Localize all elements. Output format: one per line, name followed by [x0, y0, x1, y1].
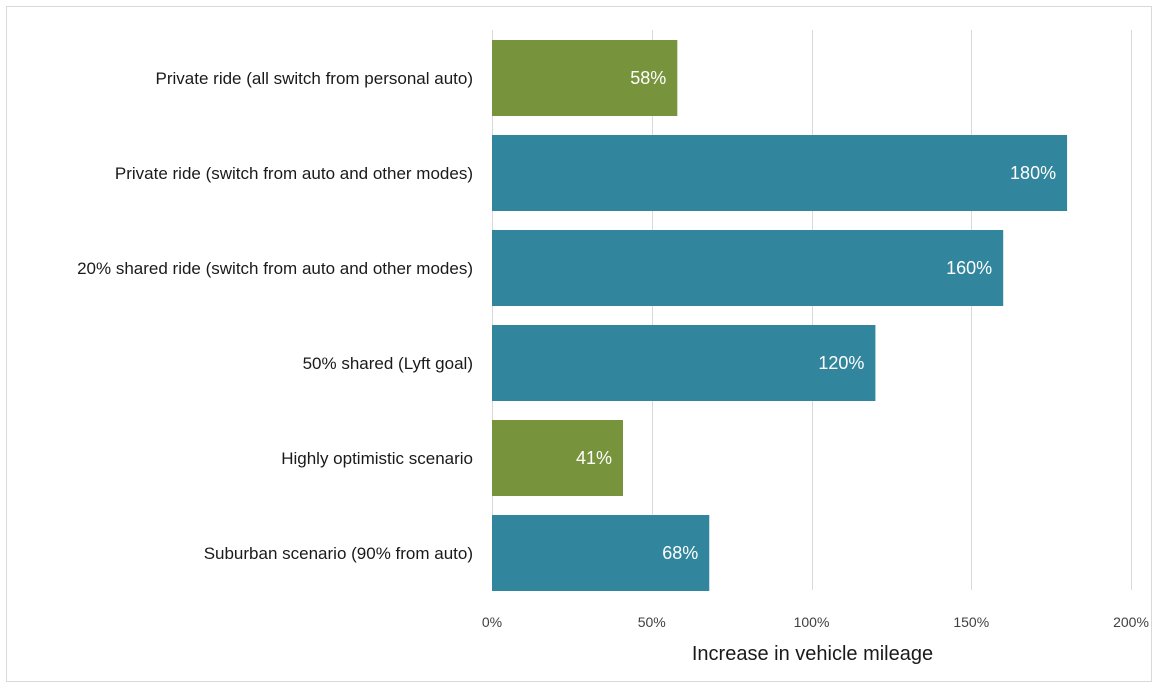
bar [492, 40, 678, 116]
bar-value-label: 58% [630, 68, 666, 88]
bar [492, 420, 623, 496]
x-tick-label: 0% [482, 614, 502, 630]
x-axis-title: Increase in vehicle mileage [692, 643, 933, 665]
category-label: Private ride (switch from auto and other… [115, 164, 473, 183]
category-label: Private ride (all switch from personal a… [156, 69, 473, 88]
x-tick-label: 100% [794, 614, 830, 630]
category-label: 50% shared (Lyft goal) [303, 354, 473, 373]
bar-value-label: 160% [946, 258, 992, 278]
bar [492, 230, 1004, 306]
bar [492, 515, 710, 591]
bar [492, 325, 876, 401]
bar-value-label: 120% [818, 353, 864, 373]
category-label: Suburban scenario (90% from auto) [204, 544, 473, 563]
bar [492, 135, 1068, 211]
bar-value-label: 41% [576, 448, 612, 468]
tick-labels: 0% 50% 100% 150% 200% [482, 614, 1149, 630]
gridlines [492, 30, 1132, 590]
category-label: 20% shared ride (switch from auto and ot… [77, 259, 473, 278]
category-label: Highly optimistic scenario [281, 449, 473, 468]
x-tick-label: 50% [638, 614, 666, 630]
bar-value-label: 180% [1010, 163, 1056, 183]
x-tick-label: 150% [953, 614, 989, 630]
category-labels: Private ride (all switch from personal a… [77, 69, 473, 563]
bars: 58% 180% 160% 120% 41% 68% [492, 40, 1068, 591]
bar-value-label: 68% [662, 543, 698, 563]
x-tick-label: 200% [1113, 614, 1149, 630]
